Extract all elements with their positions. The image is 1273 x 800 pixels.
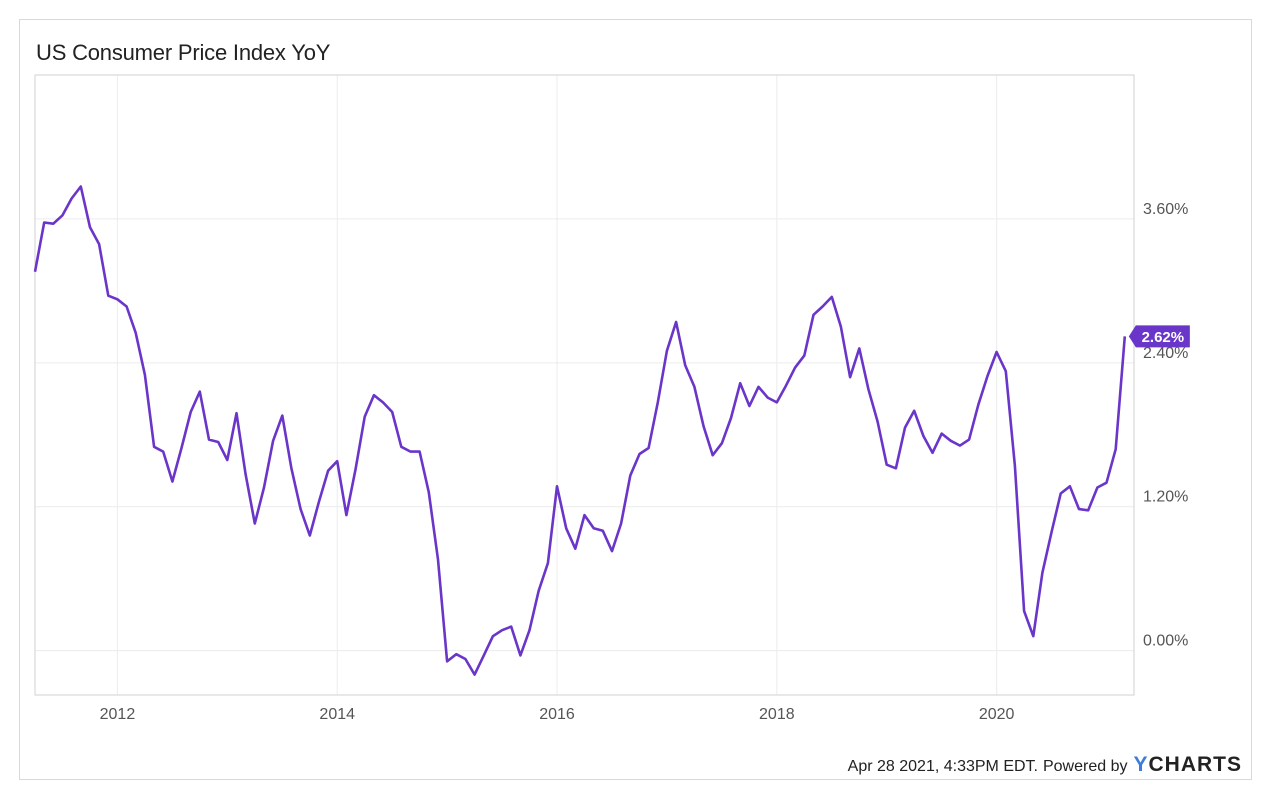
y-axis: 0.00% 1.20% 2.40% 3.60%: [1143, 201, 1188, 650]
ycharts-logo[interactable]: YCHARTS: [1133, 753, 1242, 777]
last-value-badge-shape: [1128, 325, 1190, 348]
x-tick-label: 2016: [539, 706, 575, 723]
ycharts-logo-text: CHARTS: [1148, 753, 1242, 776]
footer-powered-by: Powered by: [1042, 758, 1128, 775]
chart-frame: [19, 19, 1252, 780]
cpi-yoy-series-line: [33, 185, 1127, 676]
x-tick-label: 2014: [319, 706, 355, 723]
last-value-badge: 2.62%: [1128, 325, 1190, 348]
plot-area-border: [34, 74, 1135, 696]
y-tick-label: 3.60%: [1143, 201, 1188, 218]
y-tick-label: 1.20%: [1143, 489, 1188, 506]
footer: Apr 28 2021, 4:33PM EDT. Powered by YCHA…: [848, 753, 1242, 777]
x-tick-label: 2012: [100, 706, 136, 723]
chart-title: US Consumer Price Index YoY: [36, 40, 331, 65]
x-tick-label: 2018: [759, 706, 795, 723]
last-value-label: 2.62%: [1142, 329, 1185, 346]
grid-layer: [35, 75, 1134, 695]
y-tick-label: 2.40%: [1143, 345, 1188, 362]
series-layer: [33, 185, 1127, 676]
x-tick-label: 2020: [979, 706, 1015, 723]
x-axis: 2012 2014 2016 2018 2020: [100, 706, 1015, 723]
y-tick-label: 0.00%: [1143, 633, 1188, 650]
ycharts-logo-y: Y: [1133, 753, 1149, 776]
footer-timestamp: Apr 28 2021, 4:33PM EDT.: [847, 758, 1038, 775]
